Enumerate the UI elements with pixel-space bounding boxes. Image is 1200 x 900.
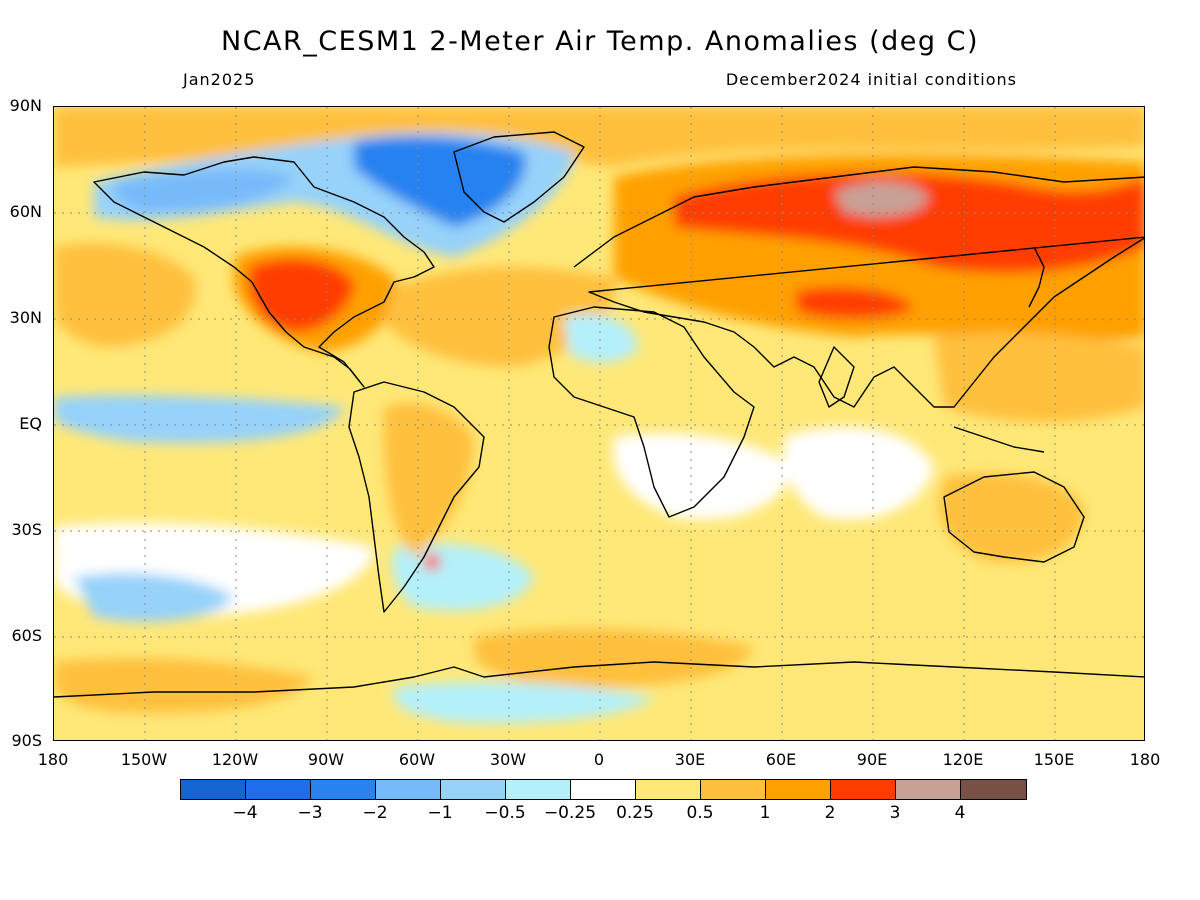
graticule: [54, 107, 1144, 740]
colorbar-swatch: [311, 780, 376, 799]
lon-label-30w: 30W: [489, 750, 527, 769]
lon-label-0: 0: [593, 750, 605, 769]
lat-label-60s: 60S: [11, 626, 42, 645]
anomaly-shading: [54, 107, 1144, 740]
colorbar-label: 0.5: [686, 803, 714, 823]
lon-label-180e: 180: [1129, 750, 1161, 769]
lon-label-180w: 180: [37, 750, 69, 769]
colorbar-swatch: [571, 780, 636, 799]
colorbar-swatch: [766, 780, 831, 799]
anomaly-map-canvas: [54, 107, 1144, 740]
colorbar-swatch: [441, 780, 506, 799]
colorbar-swatch: [831, 780, 896, 799]
colorbar-label: −2: [362, 803, 388, 823]
lat-label-60n: 60N: [9, 202, 42, 221]
lat-label-90n: 90N: [9, 96, 42, 115]
colorbar-label: −3: [297, 803, 323, 823]
colorbar-swatch: [181, 780, 246, 799]
colorbar-label: 3: [889, 803, 901, 823]
coastlines: [54, 131, 1144, 698]
colorbar-swatch: [896, 780, 961, 799]
lon-label-90w: 90W: [307, 750, 345, 769]
colorbar-label: −0.25: [543, 803, 597, 823]
colorbar-label: −1: [427, 803, 453, 823]
lon-label-120e: 120E: [942, 750, 984, 769]
initial-conditions-label: December2024 initial conditions: [725, 70, 1017, 89]
lat-label-eq: EQ: [19, 414, 42, 433]
anomaly-map: [53, 106, 1145, 741]
colorbar-label: 1: [759, 803, 771, 823]
colorbar-label: 2: [824, 803, 836, 823]
colorbar-label: −0.5: [484, 803, 526, 823]
colorbar-label: −4: [232, 803, 258, 823]
colorbar-label: 0.25: [616, 803, 654, 823]
lon-label-150w: 150W: [120, 750, 168, 769]
lon-label-30e: 30E: [674, 750, 706, 769]
colorbar-swatch: [376, 780, 441, 799]
valid-month-label: Jan2025: [183, 70, 256, 89]
lon-label-60e: 60E: [765, 750, 797, 769]
colorbar-swatch: [701, 780, 766, 799]
colorbar-swatch: [636, 780, 701, 799]
colorbar-swatch: [506, 780, 571, 799]
colorbar: [180, 779, 1027, 800]
lat-label-30s: 30S: [11, 520, 42, 539]
colorbar-swatch: [246, 780, 311, 799]
map-title: NCAR_CESM1 2-Meter Air Temp. Anomalies (…: [221, 26, 979, 57]
lon-label-120w: 120W: [211, 750, 259, 769]
lon-label-90e: 90E: [856, 750, 888, 769]
colorbar-label: 4: [954, 803, 966, 823]
lon-label-150e: 150E: [1033, 750, 1075, 769]
lat-label-30n: 30N: [9, 308, 42, 327]
colorbar-swatch: [961, 780, 1026, 799]
lat-label-90s: 90S: [11, 731, 42, 750]
lon-label-60w: 60W: [398, 750, 436, 769]
